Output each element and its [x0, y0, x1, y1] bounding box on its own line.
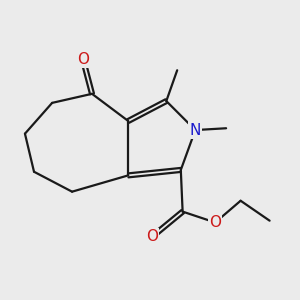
Text: O: O	[146, 230, 158, 244]
Text: O: O	[77, 52, 89, 67]
Text: O: O	[209, 215, 221, 230]
Text: N: N	[190, 123, 201, 138]
